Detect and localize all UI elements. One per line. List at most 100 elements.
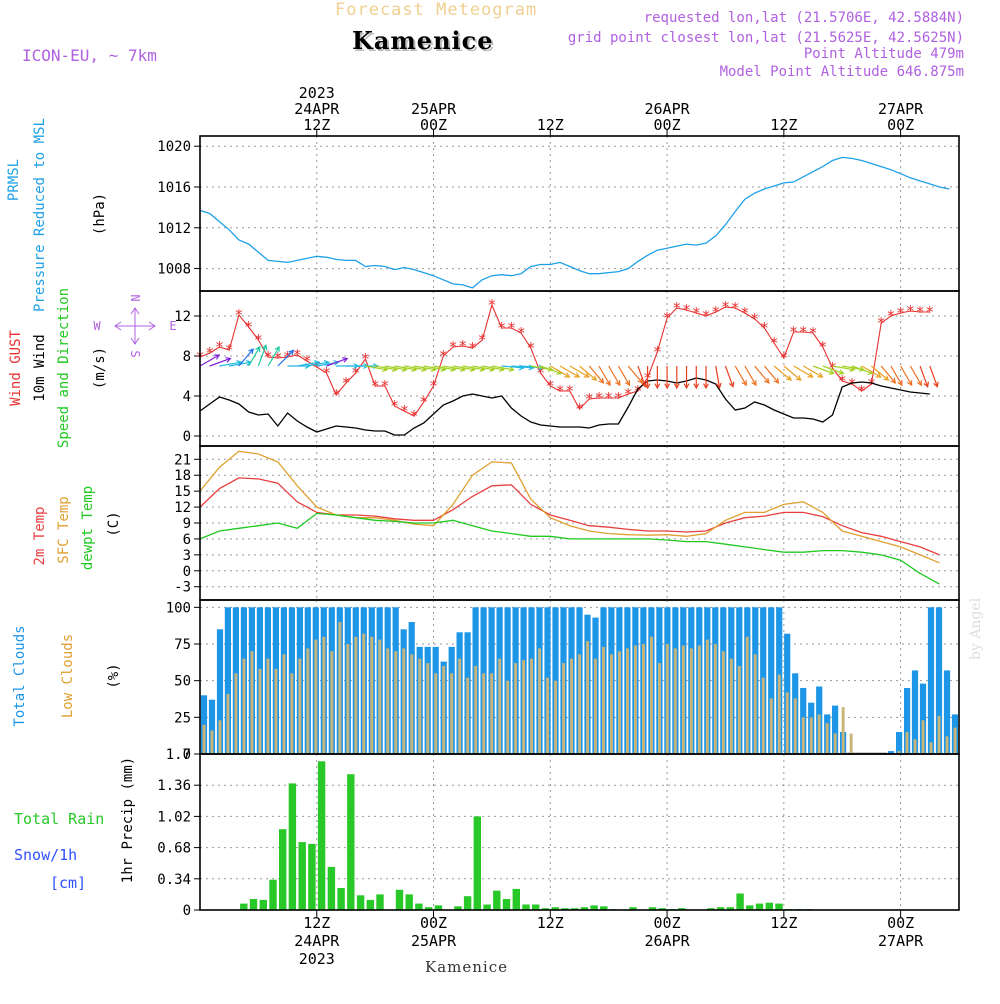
wind-arrow-shaft — [871, 365, 889, 381]
rain-bar — [522, 904, 530, 910]
rain-bar — [678, 908, 686, 910]
compass-north-label: N — [128, 294, 142, 301]
wind-arrow-head — [693, 383, 700, 390]
time-label-top: 00Z — [887, 116, 914, 134]
wind-arrow-shaft — [832, 365, 855, 371]
wind-direction-arrow — [209, 357, 232, 367]
low-clouds-bar — [434, 673, 438, 754]
time-label-bottom: 27APR — [878, 932, 924, 950]
low-clouds-bar — [210, 730, 214, 754]
low-clouds-bar — [546, 677, 549, 754]
temp-2m-axis-label: 2m Temp — [32, 506, 48, 565]
wind-gust-marker: * — [867, 375, 876, 393]
total-clouds-bar — [200, 695, 208, 754]
rain-bar — [716, 907, 725, 910]
wind-direction-arrow — [257, 344, 268, 367]
wind-arrow-head — [641, 381, 647, 388]
wind-arrow-head — [897, 380, 903, 387]
low-clouds-bar — [681, 645, 685, 754]
wind-arrow-head — [838, 369, 845, 375]
rain-bar — [502, 899, 511, 910]
wind-gust-marker: * — [809, 324, 818, 342]
pressure-axis-unit: (hPa) — [92, 193, 108, 235]
rain-bar — [775, 903, 783, 910]
low-clouds-bar — [450, 673, 454, 754]
wind-direction-arrow — [783, 365, 802, 381]
low-clouds-bar — [466, 677, 470, 754]
compass-south-label: S — [128, 350, 142, 357]
y-tick-label: 21 — [174, 452, 191, 468]
wind-arrow-head — [261, 344, 268, 351]
wind-arrow-head — [763, 377, 770, 384]
low-clouds-bar — [905, 732, 909, 754]
wind-gust-marker: * — [332, 386, 341, 404]
wind-gust-marker: * — [653, 343, 662, 361]
wind-arrow-shaft — [443, 365, 466, 371]
low-clouds-bar — [442, 666, 446, 754]
low-clouds-bar — [514, 663, 517, 754]
wind-gust-marker: * — [205, 344, 214, 362]
low-clouds-bar — [346, 644, 350, 754]
wind-arrow-head — [673, 383, 680, 390]
low-clouds-bar — [362, 633, 366, 754]
total-clouds-bar — [919, 683, 927, 754]
wind-gust-marker: * — [234, 306, 243, 324]
low-clouds-bar — [554, 680, 557, 754]
low-clouds-bar — [586, 641, 589, 754]
wind-gust-marker: * — [215, 338, 224, 356]
wind-direction-arrow — [715, 365, 722, 389]
wind-arrow-head — [875, 372, 882, 378]
wind-arrow-head — [785, 375, 792, 381]
wind-direction-arrow — [673, 366, 680, 390]
low-clouds-bar — [530, 658, 533, 754]
wind-arrow-shaft — [384, 365, 407, 371]
total-clouds-bar — [552, 607, 559, 754]
wind-gust-marker: * — [380, 377, 389, 395]
rain-bar — [337, 888, 345, 910]
low-clouds-bar — [937, 715, 941, 754]
wind-arrow-head — [564, 372, 571, 378]
wind-arrow-shaft — [550, 365, 570, 378]
wind-gust-marker: * — [400, 402, 409, 420]
wind-arrow-shaft — [199, 354, 220, 367]
y-tick-label: 4 — [183, 389, 191, 405]
wind-gust-marker: * — [254, 331, 263, 349]
rain-bar — [249, 899, 258, 910]
time-label-bottom: 24APR — [294, 932, 340, 950]
wind-direction-arrow — [637, 365, 647, 388]
pressure-axis-label-2: Pressure Reduced to MSL — [32, 118, 48, 312]
low-clouds-bar — [322, 636, 326, 754]
wind-arrow-shaft — [598, 365, 611, 386]
low-clouds-bar — [370, 636, 374, 754]
wind-gust-marker: * — [546, 377, 555, 395]
low-clouds-bar — [634, 645, 637, 754]
wind-direction-arrow — [724, 365, 735, 388]
time-label-bottom: 12Z — [537, 914, 564, 932]
wind-arrow-head — [624, 380, 631, 387]
wind-gust-marker: * — [448, 338, 457, 356]
low-clouds-bar — [713, 644, 717, 754]
wind-arrow-shaft — [569, 365, 590, 378]
y-tick-label: 12 — [174, 309, 191, 325]
low-clouds-bar — [921, 720, 925, 754]
wind-direction-arrow — [277, 349, 295, 367]
y-tick-label: 18 — [174, 468, 191, 484]
precip-axis-label: 1hr Precip (mm) — [120, 757, 136, 883]
y-tick-label: 0 — [183, 747, 191, 763]
rain-bar — [658, 908, 666, 910]
rain-bar — [308, 843, 316, 910]
rain-bar — [463, 896, 472, 910]
wind-gust-marker: * — [497, 319, 506, 337]
wind-arrow-shaft — [559, 365, 580, 378]
rain-bar — [483, 904, 491, 910]
wind-arrow-head — [574, 372, 581, 378]
wind-arrow-shaft — [394, 365, 417, 371]
time-label-top: 27APR — [878, 100, 924, 118]
rain-bar — [415, 903, 423, 910]
wind-gust-marker: * — [390, 397, 399, 415]
wind-direction-arrow — [654, 366, 661, 390]
wind-arrow-head — [817, 372, 824, 378]
time-label-top: 24APR — [294, 100, 340, 118]
low-clouds-bar — [234, 673, 238, 754]
